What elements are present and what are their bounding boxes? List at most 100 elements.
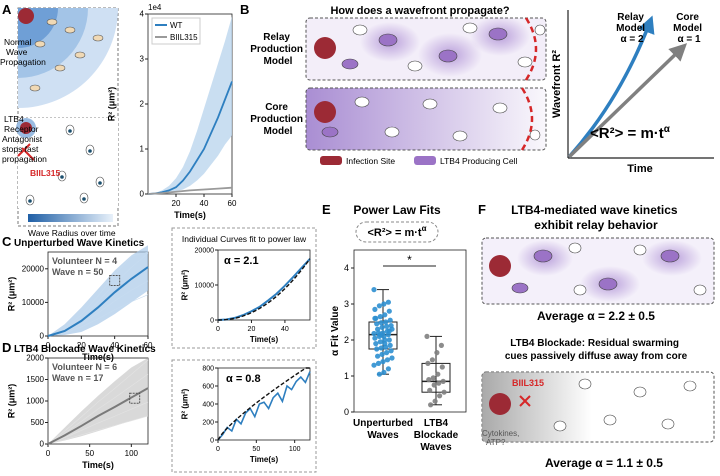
x-axis-label: Time(s) xyxy=(82,460,114,470)
y-tick-label: 0 xyxy=(210,317,214,324)
x-tick-label: 50 xyxy=(85,449,94,458)
data-point xyxy=(381,301,387,307)
neutrophil-icons xyxy=(29,18,104,92)
data-point xyxy=(385,299,391,305)
legend-biil: BIIL315 xyxy=(170,33,198,42)
relay-model-label: Relay Production Model xyxy=(250,32,306,67)
y-axis-label: α Fit Value xyxy=(330,306,341,356)
relay-model-title: Relay Model α = 2 xyxy=(616,12,648,45)
wt-band xyxy=(148,16,232,194)
data-point xyxy=(387,342,393,348)
data-point xyxy=(389,355,395,361)
data-point xyxy=(382,341,388,347)
chart-d-inset: 0 50 100 0 200 400 600 800 Time(s) R² (μm²) α = 0.… xyxy=(181,365,311,464)
data-point xyxy=(371,330,377,337)
y-axis-label: R² (μm²) xyxy=(106,87,116,122)
colorbar-label: Wave Radius over time xyxy=(28,228,116,238)
y-axis-label: R² (μm²) xyxy=(6,277,16,312)
panel-b-legend: Infection Site LTB4 Producing Cell xyxy=(320,156,517,166)
x-tick-label: 100 xyxy=(289,446,301,453)
equation-box xyxy=(355,221,439,243)
y-tick-label: 3 xyxy=(344,299,349,309)
plot-frame xyxy=(353,249,467,413)
legend-wt: WT xyxy=(170,21,183,30)
x-axis-label: Time(s) xyxy=(250,455,279,464)
individual-curve xyxy=(47,415,149,445)
x-tick-label: 50 xyxy=(252,446,260,453)
y-tick-label: 1 xyxy=(140,145,145,154)
x-axis-label: Time(s) xyxy=(250,335,279,344)
y-tick-label: 4 xyxy=(140,10,145,19)
panel-label-d: D xyxy=(2,340,11,355)
data-point xyxy=(375,360,382,366)
chart-e-equation: <R²> = m·tα xyxy=(367,224,426,239)
data-point xyxy=(424,333,430,339)
x-axis-label: Time(s) xyxy=(82,352,114,362)
wave-radius-colorbar xyxy=(28,214,113,222)
info-waves: Wave n = 17 xyxy=(52,373,103,383)
y-tick-label: 20000 xyxy=(22,264,45,273)
panel-a-schematic xyxy=(16,7,119,227)
data-point xyxy=(437,393,443,399)
inset-d-frame xyxy=(171,359,317,473)
legend-box xyxy=(151,17,201,45)
fit-line xyxy=(217,367,310,441)
relay-result: Average α = 2.2 ± 0.5 xyxy=(537,309,655,323)
y-axis-label: R² (μm²) xyxy=(181,388,190,419)
band xyxy=(48,358,148,444)
x-tick-label: 40 xyxy=(200,199,209,208)
individual-curve xyxy=(47,401,149,445)
chart-b-xlabel: Time xyxy=(627,163,652,175)
info-volunteers: Volunteer N = 4 xyxy=(52,256,117,266)
x-tick-label: 100 xyxy=(125,449,139,458)
data-point xyxy=(378,320,384,326)
svg-text:Infection Site: Infection Site xyxy=(346,156,395,166)
y-tick-label: 200 xyxy=(202,419,214,426)
x-tick-label: 40 xyxy=(281,326,289,333)
category-label: Unperturbed Waves xyxy=(353,418,413,441)
data-point xyxy=(378,345,384,351)
y-tick-label: 10000 xyxy=(195,282,215,289)
data-point xyxy=(371,287,377,293)
individual-curve xyxy=(47,294,149,337)
chart-b: Time Wavefront R² Relay Model α = 2 Core… xyxy=(551,10,714,175)
x-tick-label: 20 xyxy=(77,341,86,350)
chart-c-inset: 0 20 40 0 10000 20000 Time(s) R² (μm²) α = 2.1 xyxy=(181,247,311,344)
x-tick-label: 0 xyxy=(46,449,51,458)
core-model-title: Core Model α = 1 xyxy=(673,12,705,45)
x-tick-label: 0 xyxy=(216,446,220,453)
data-point xyxy=(387,317,393,323)
chart-b-ylabel: Wavefront R² xyxy=(551,50,563,118)
data-point xyxy=(382,312,388,318)
blockade-result: Average α = 1.1 ± 0.5 xyxy=(545,456,663,470)
data-point xyxy=(384,350,390,356)
data-point xyxy=(440,378,446,384)
data-point xyxy=(382,337,388,343)
data-point xyxy=(377,314,383,320)
y-axis-label: R² (μm²) xyxy=(181,269,190,300)
y-tick-label: 0 xyxy=(40,440,45,449)
zoom-box xyxy=(109,275,121,287)
data-point xyxy=(383,319,389,325)
chart-c: 0 20 40 60 0 10000 20000 Time(s) R² (μm²) Volunte… xyxy=(6,245,153,362)
y-tick-label: 3 xyxy=(140,55,145,64)
x-tick-label: 60 xyxy=(144,341,153,350)
y-tick-label: 400 xyxy=(202,401,214,408)
data-point xyxy=(438,342,444,348)
blockade-caption: LTB4 Blockade: Residual swarming cues pa… xyxy=(505,338,688,362)
data-point xyxy=(441,389,447,395)
core-model-curve xyxy=(567,43,688,159)
blockade-diagram xyxy=(481,371,715,443)
data-line xyxy=(217,258,311,321)
data-point xyxy=(388,348,394,354)
data-point xyxy=(372,315,378,321)
data-point xyxy=(380,359,386,365)
y-tick-label: 10000 xyxy=(22,298,45,307)
y-tick-label: 2 xyxy=(140,100,145,109)
y-tick-label: 1000 xyxy=(26,397,44,406)
relay-model-diagram xyxy=(305,16,547,81)
x-tick-label: 0 xyxy=(216,326,220,333)
data-point xyxy=(436,380,442,386)
chart-c-title: Unperturbed Wave Kinetics xyxy=(14,238,145,249)
